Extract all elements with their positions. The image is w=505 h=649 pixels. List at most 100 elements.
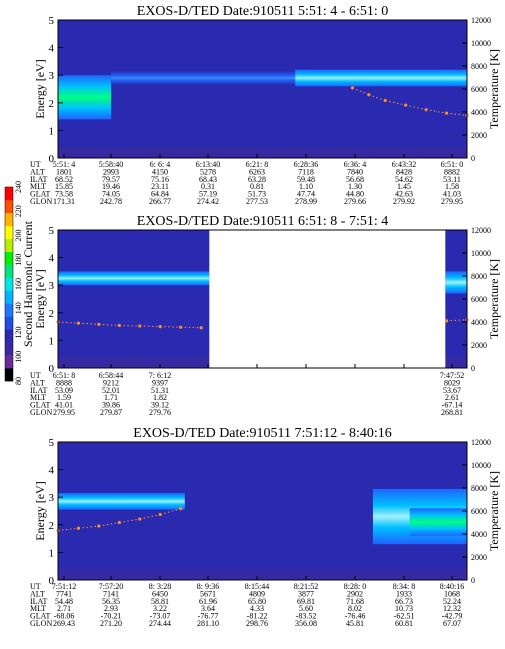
orbit-value: 0.81 (250, 182, 264, 191)
orbit-value: 68.43 (199, 175, 217, 184)
orbit-value: 5.60 (299, 604, 313, 613)
temperature-trace (57, 321, 79, 324)
y2-tick-label: 4000 (471, 530, 487, 539)
orbit-value: -73.07 (150, 612, 171, 621)
y2-tick-label: 12000 (471, 438, 491, 447)
orbit-value: -81.22 (247, 612, 268, 621)
orbit-value: 54.48 (55, 597, 73, 606)
orbit-value: 8428 (396, 167, 412, 176)
colorbar-tick-label: 100 (14, 351, 23, 363)
chart-title: EXOS-D/TED Date:910511 7:51:12 - 8:40:16 (133, 426, 391, 441)
y2-tick-label: 6000 (471, 85, 487, 94)
colorbar-segment (5, 277, 13, 291)
orbit-value: 1.82 (153, 393, 167, 402)
low-energy-strip (58, 146, 467, 158)
y2-axis-label: Temperature [K] (487, 471, 501, 551)
colorbar-segment (5, 187, 13, 201)
orbit-value: 6450 (152, 589, 168, 598)
temperature-trace (98, 323, 120, 326)
orbit-value: 281.10 (197, 619, 219, 628)
orbit-row-label: ILAT (30, 175, 47, 184)
y2-tick-label: 8000 (471, 484, 487, 493)
colorbar-segment (5, 316, 13, 330)
y-axis-label: Energy [eV] (33, 269, 47, 328)
y2-tick-label: 2000 (471, 341, 487, 350)
orbit-value: 58.81 (151, 597, 169, 606)
y-tick-label: 5 (49, 225, 55, 237)
y-tick-label: 0 (49, 363, 55, 375)
colorbar-segment (5, 303, 13, 317)
orbit-value: -76.46 (345, 612, 366, 621)
temperature-trace (119, 518, 140, 523)
colorbar-segment (5, 199, 13, 214)
orbit-value: 356.08 (295, 619, 317, 628)
orbit-value: 12.32 (443, 604, 461, 613)
orbit-value: -67.14 (442, 401, 463, 410)
orbit-value: 277.53 (246, 197, 268, 206)
orbit-value: 4150 (152, 167, 168, 176)
colorbar-tick-label: 160 (14, 278, 23, 290)
y-tick-label: 4 (49, 253, 55, 265)
y-tick-label: 5 (49, 15, 55, 27)
orbit-value: 2.71 (57, 604, 71, 613)
orbit-value: 45.81 (346, 619, 364, 628)
orbit-row-label: UT (30, 160, 41, 169)
y-tick-label: 0 (49, 153, 55, 165)
orbit-value: 39.12 (151, 401, 169, 410)
orbit-value: 7141 (103, 589, 119, 598)
orbit-value: 6:51: 8 (53, 371, 75, 380)
orbit-value: 67.07 (443, 619, 461, 628)
orbit-value: 53.67 (443, 386, 461, 395)
orbit-value: 268.81 (441, 408, 463, 417)
orbit-value: 64.84 (151, 190, 169, 199)
data-gap (209, 230, 446, 368)
y2-tick-label: 12000 (471, 16, 491, 25)
y2-tick-label: 12000 (471, 226, 491, 235)
temperature-point (97, 524, 101, 528)
orbit-value: 5278 (200, 167, 216, 176)
orbit-value: 6: 6: 4 (150, 160, 170, 169)
orbit-value: 8:15:44 (245, 582, 269, 591)
orbit-value: 53.09 (55, 386, 73, 395)
orbit-value: 15.85 (55, 182, 73, 191)
temperature-trace (446, 112, 468, 116)
temperature-trace (78, 322, 99, 325)
orbit-row-label: GLAT (30, 190, 51, 199)
orbit-value: 65.80 (248, 597, 266, 606)
colorbar-tick-label: 240 (14, 181, 23, 193)
y2-tick-label: 10000 (471, 461, 491, 470)
temperature-trace (57, 527, 79, 532)
orbit-value: -62.51 (394, 612, 415, 621)
orbit-value: 8:21:52 (294, 582, 318, 591)
orbit-value: 6:13:40 (196, 160, 220, 169)
orbit-value: 6263 (249, 167, 265, 176)
orbit-row-label: MLT (30, 393, 46, 402)
y-axis-label: Energy [eV] (33, 481, 47, 540)
y2-tick-label: 0 (471, 154, 475, 163)
colorbar-segment (5, 342, 13, 356)
colorbar-segment (5, 368, 13, 382)
temperature-trace (98, 522, 120, 527)
orbit-row-label: MLT (30, 604, 46, 613)
y-tick-label: 1 (49, 125, 55, 137)
orbit-value: 9212 (103, 378, 119, 387)
temperature-trace (426, 109, 447, 114)
y2-tick-label: 0 (471, 576, 475, 585)
energy-band (58, 271, 210, 286)
orbit-value: 5:58:40 (99, 160, 123, 169)
orbit-value: 3.64 (201, 604, 215, 613)
colorbar: 80 100 120 140 160 180 200 220 240 Second Harmoni… (4, 181, 35, 385)
y-tick-label: 5 (49, 437, 55, 449)
y2-tick-label: 8000 (471, 272, 487, 281)
colorbar-segment (5, 290, 13, 304)
y2-tick-label: 6000 (471, 507, 487, 516)
y2-tick-label: 2000 (471, 553, 487, 562)
orbit-value: 1.58 (445, 182, 459, 191)
y2-tick-label: 10000 (471, 39, 491, 48)
orbit-row-label: ALT (30, 589, 45, 598)
orbit-value: 6:43:32 (392, 160, 416, 169)
orbit-value: 3877 (298, 589, 314, 598)
temperature-trace (385, 100, 406, 106)
orbit-value: 7:47:52 (440, 371, 464, 380)
chart-title: EXOS-D/TED Date:910511 6:51: 8 - 7:51: 4 (137, 214, 388, 229)
